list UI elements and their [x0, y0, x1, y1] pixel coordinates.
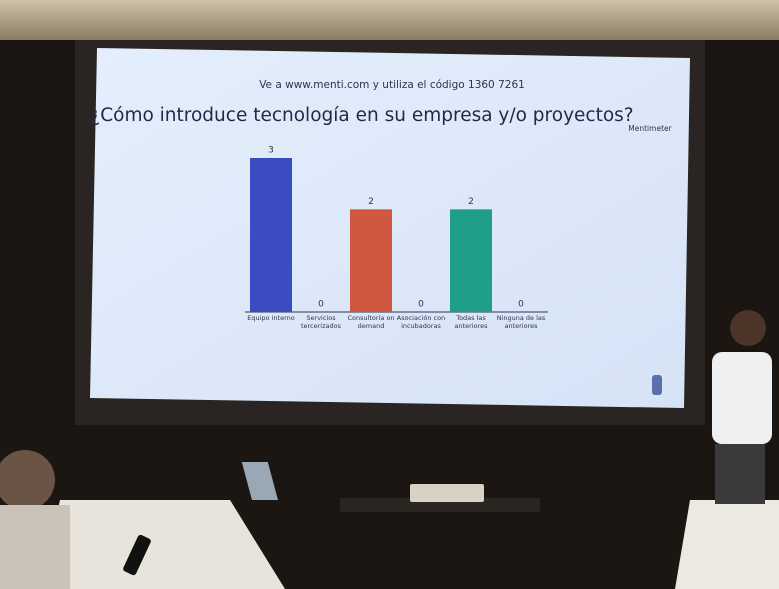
category-label-box: Asociación con incubadoras — [394, 315, 448, 349]
chart-title: ¿Cómo introduce tecnología en su empresa… — [90, 105, 633, 126]
menti-controls — [652, 375, 662, 395]
speaker-shirt — [712, 352, 772, 444]
category-label: Consultoría on demand — [344, 315, 398, 330]
value-label: 3 — [268, 146, 274, 156]
category-label: Asociación con incubadoras — [394, 315, 448, 330]
category-label-box: Ninguna de las anteriores — [494, 315, 548, 349]
category-label-box: Todas las anteriores — [444, 315, 498, 349]
category-label: Ninguna de las anteriores — [494, 315, 548, 330]
value-label: 2 — [368, 197, 374, 207]
category-label: Equipo interno — [244, 315, 298, 323]
page: {"chart_data": {"type": "bar", "subtitle… — [0, 0, 779, 589]
wall — [0, 0, 779, 40]
scene: Ve a www.menti.com y utiliza el código 1… — [0, 0, 779, 589]
value-label: 0 — [418, 300, 424, 310]
value-label: 0 — [518, 300, 524, 310]
brand: Mentimeter — [628, 124, 672, 133]
speaker-trousers — [715, 444, 765, 504]
category-label: Servicios tercerizados — [294, 315, 348, 330]
bar — [450, 209, 492, 312]
category-label-box: Consultoría on demand — [344, 315, 398, 349]
category-label: Todas las anteriores — [444, 315, 498, 330]
table-cloth-right — [675, 500, 779, 589]
category-label-box: Servicios tercerizados — [294, 315, 348, 349]
projector — [410, 484, 484, 502]
person-body — [0, 505, 70, 589]
value-label: 2 — [468, 197, 474, 207]
value-label: 0 — [318, 300, 324, 310]
subtitle: Ve a www.menti.com y utiliza el código 1… — [259, 79, 525, 91]
speaker-head — [730, 310, 766, 346]
bar — [350, 209, 392, 312]
category-label-box: Equipo interno — [244, 315, 298, 349]
bar — [250, 158, 292, 312]
